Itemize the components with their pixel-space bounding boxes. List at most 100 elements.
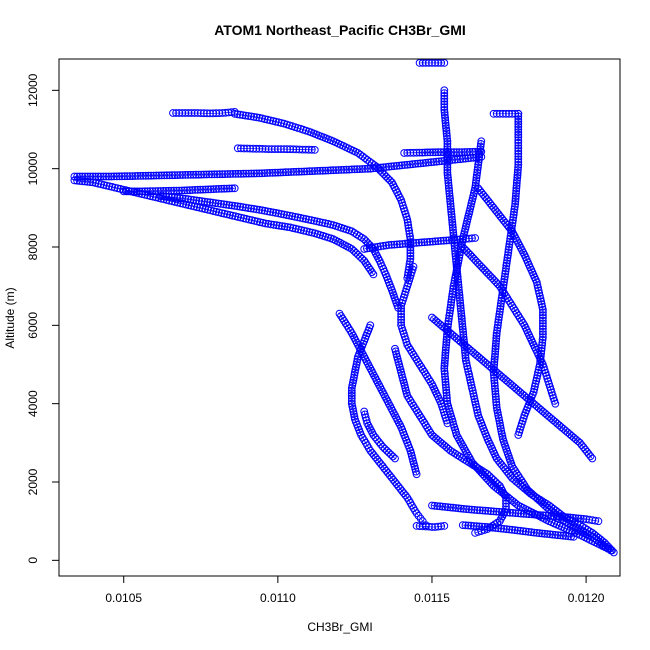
data-point: [493, 326, 502, 335]
data-point: [352, 249, 360, 257]
data-point: [389, 452, 397, 461]
data-point: [505, 240, 514, 249]
data-point: [241, 203, 250, 212]
data-point: [239, 111, 247, 119]
data-point: [447, 301, 455, 309]
data-point: [477, 140, 485, 148]
data-point: [494, 315, 503, 324]
series-line: [173, 111, 235, 114]
data-point: [197, 197, 206, 206]
data-point: [378, 442, 387, 451]
data-point: [497, 299, 505, 308]
data-point: [448, 287, 457, 296]
y-axis-label: Altitude (m): [3, 287, 17, 348]
data-point: [450, 279, 459, 288]
data-point: [73, 176, 81, 185]
data-point: [509, 213, 518, 222]
series-line: [443, 90, 615, 553]
x-axis: 0.0105 0.0110 0.0115 0.0120: [105, 576, 605, 605]
y-axis: 0 2000 4000 6000 8000 10000 12000: [26, 73, 59, 564]
data-point: [502, 264, 510, 273]
data-point: [473, 168, 482, 177]
data-point: [501, 267, 510, 276]
data-point: [472, 171, 481, 180]
data-point: [380, 444, 389, 453]
data-point: [404, 221, 413, 230]
data-point: [363, 419, 372, 428]
data-point: [445, 309, 454, 318]
data-point: [189, 196, 198, 204]
data-point: [267, 220, 275, 229]
data-point: [474, 160, 483, 169]
series-line: [477, 188, 544, 436]
data-point: [473, 408, 482, 417]
series-line: [364, 237, 476, 250]
data-point: [252, 205, 261, 214]
x-tick-label: 0.0115: [414, 591, 450, 605]
series-line: [351, 325, 427, 526]
data-point: [192, 196, 201, 205]
data-point: [217, 200, 225, 208]
data-point: [446, 303, 455, 312]
data-point: [567, 532, 575, 541]
series-line: [74, 180, 374, 275]
data-point: [302, 215, 310, 223]
data-point: [487, 474, 496, 483]
data-point: [382, 241, 391, 250]
data-point: [222, 200, 231, 209]
data-point: [350, 371, 359, 379]
data-point: [463, 362, 472, 371]
data-point: [472, 173, 481, 182]
data-point: [509, 216, 517, 225]
data-point: [250, 113, 258, 121]
data-point: [208, 198, 217, 207]
data-point: [513, 526, 522, 535]
data-point: [502, 259, 511, 268]
series-line: [237, 147, 315, 151]
data-point: [470, 395, 479, 403]
data-point: [255, 205, 264, 214]
data-point: [448, 290, 457, 299]
data-point: [447, 298, 456, 307]
data-point: [261, 219, 270, 228]
data-point: [264, 220, 273, 228]
data-point: [382, 172, 391, 181]
data-point: [428, 501, 436, 510]
data-point: [462, 356, 470, 365]
data-point: [405, 229, 414, 238]
data-point: [244, 204, 253, 213]
data-point: [495, 307, 504, 316]
data-point: [504, 248, 513, 257]
data-point: [368, 268, 376, 277]
data-point: [532, 529, 541, 537]
data-point: [505, 243, 513, 251]
data-point: [434, 522, 443, 531]
data-point: [503, 256, 512, 265]
data-point: [496, 305, 505, 313]
data-point: [510, 202, 519, 211]
y-tick-label: 8000: [26, 233, 40, 260]
data-point: [252, 113, 261, 122]
data-point: [384, 174, 392, 183]
connector-lines: [74, 62, 615, 553]
data-point: [588, 516, 597, 525]
data-point: [266, 208, 275, 216]
data-point: [379, 242, 388, 250]
data-point: [375, 438, 383, 447]
data-point: [495, 310, 504, 319]
data-point: [505, 525, 514, 534]
data-point: [391, 454, 399, 463]
data-point: [530, 528, 538, 537]
data-point: [537, 297, 545, 306]
data-point: [256, 218, 264, 227]
data-point: [509, 464, 518, 473]
series-line: [462, 524, 574, 538]
data-point: [228, 211, 237, 220]
data-point: [236, 202, 245, 211]
data-point: [538, 338, 547, 347]
data-point: [228, 201, 236, 210]
data-point: [403, 215, 412, 224]
data-point: [203, 198, 212, 206]
data-point: [591, 516, 600, 525]
series-line: [339, 313, 417, 475]
